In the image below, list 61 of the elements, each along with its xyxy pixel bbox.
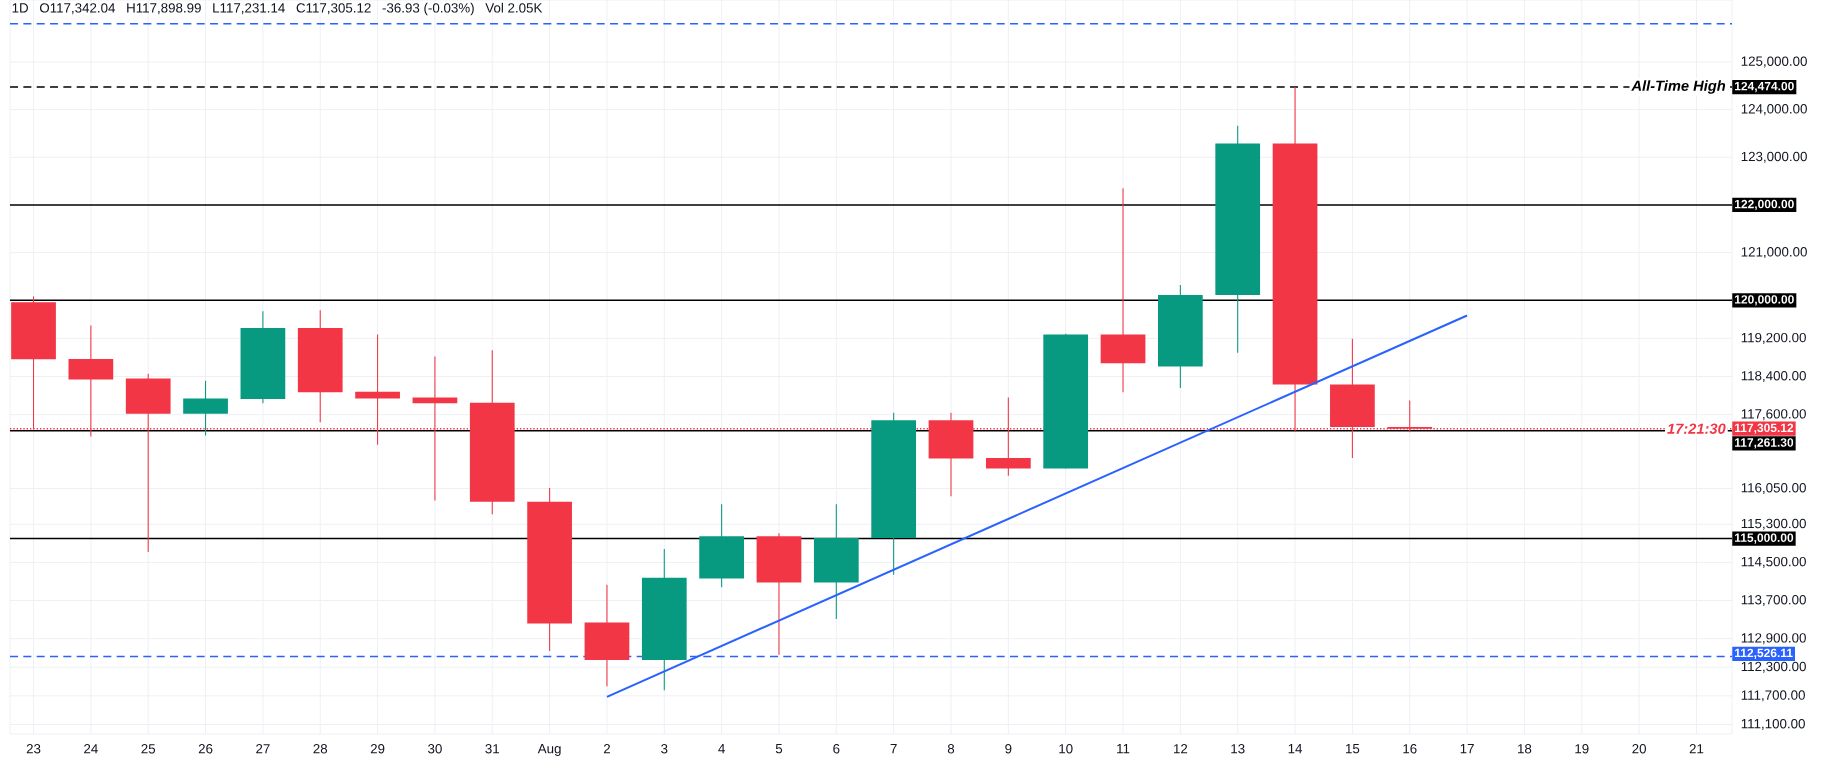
y-tick-label: 111,100.00 [1741, 718, 1805, 730]
x-tick-label: 11 [1117, 744, 1130, 754]
x-tick-label: 2 [603, 744, 610, 754]
x-tick-label: 18 [1518, 744, 1532, 754]
x-tick-label: 14 [1288, 744, 1303, 754]
x-tick-label: 17 [1460, 744, 1474, 754]
x-tick-label: 31 [485, 744, 500, 754]
ref-line-label: 117,305.12 [1735, 423, 1794, 434]
y-tick-label: 112,300.00 [1741, 661, 1806, 673]
annotation: 1D [12, 3, 29, 13]
y-tick-label: 119,200.00 [1741, 332, 1806, 344]
x-tick-label: 16 [1403, 744, 1417, 754]
y-tick-label: 121,000.00 [1741, 247, 1807, 259]
ref-line-label: 122,000.00 [1735, 199, 1794, 211]
x-tick-label: 7 [890, 744, 897, 754]
y-tick-label: 125,000.00 [1741, 56, 1807, 68]
x-tick-label: 6 [833, 744, 840, 754]
x-tick-label: 8 [947, 744, 955, 754]
x-tick-label: 19 [1575, 744, 1589, 754]
y-tick-label: 115,300.00 [1741, 518, 1806, 530]
y-tick-label: 113,700.00 [1741, 595, 1806, 607]
x-tick-label: 3 [661, 744, 668, 754]
x-tick-label: 10 [1059, 744, 1073, 754]
x-tick-label: 21 [1689, 744, 1704, 754]
y-tick-label: 124,000.00 [1741, 104, 1807, 116]
annotation: All-Time High [1631, 80, 1726, 94]
x-tick-label: 20 [1632, 744, 1647, 754]
y-tick-label: 117,600.00 [1741, 409, 1806, 421]
annotation: C117,305.12 [296, 3, 371, 15]
x-tick-label: 15 [1346, 744, 1360, 754]
y-tick-label: 116,050.00 [1741, 483, 1806, 495]
y-tick-label: 111,700.00 [1741, 690, 1805, 702]
x-tick-label: Aug [537, 744, 561, 756]
x-tick-label: 24 [84, 744, 98, 754]
y-tick-label: 114,500.00 [1741, 556, 1806, 568]
x-tick-label: 25 [141, 744, 156, 754]
y-tick-label: 112,900.00 [1741, 633, 1806, 645]
annotation: L117,231.14 [213, 3, 285, 15]
x-tick-label: 28 [313, 744, 328, 754]
annotation: O117,342.04 [39, 3, 116, 15]
x-tick-label: 9 [1005, 744, 1012, 754]
annotation: 17:21:30 [1667, 423, 1726, 434]
y-tick-label: 123,000.00 [1741, 151, 1807, 163]
annotation: H117,898.99 [127, 3, 201, 15]
ref-line-label: 124,474.00 [1735, 81, 1794, 93]
ref-line-label: 115,000.00 [1735, 533, 1794, 544]
x-tick-label: 13 [1231, 744, 1245, 754]
x-tick-label: 30 [428, 744, 442, 754]
x-tick-label: 23 [26, 744, 41, 754]
x-tick-label: 26 [198, 744, 213, 754]
y-tick-label: 118,400.00 [1741, 371, 1806, 383]
x-tick-label: 5 [775, 744, 783, 754]
x-tick-label: 27 [256, 744, 270, 754]
ref-line-label: 112,526.11 [1735, 648, 1793, 659]
ref-line-label: 117,261.30 [1735, 438, 1794, 449]
ref-line-label: 120,000.00 [1735, 295, 1794, 306]
x-tick-label: 4 [718, 744, 725, 754]
annotation: -36.93 (-0.03%) [382, 2, 474, 16]
x-tick-label: 29 [370, 744, 385, 754]
x-tick-label: 12 [1173, 744, 1188, 754]
annotation: Vol 2.05K [485, 2, 543, 13]
